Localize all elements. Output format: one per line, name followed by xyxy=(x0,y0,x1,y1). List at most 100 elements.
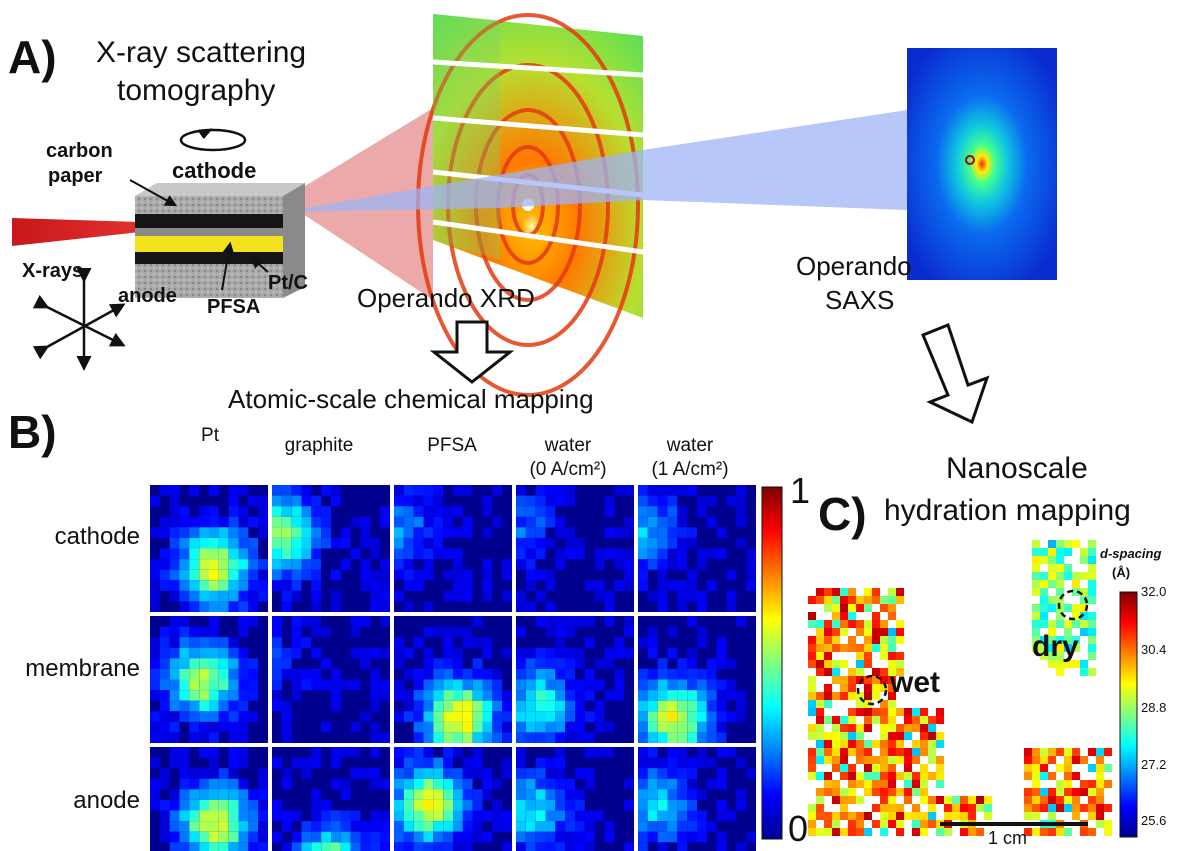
hydration-pixel xyxy=(1064,604,1072,612)
rotation-arrow-icon xyxy=(179,128,247,152)
hydration-pixel xyxy=(1064,780,1072,788)
hydration-pixel xyxy=(960,796,968,804)
hydration-pixel xyxy=(1056,796,1064,804)
hydration-pixel xyxy=(872,772,880,780)
hydration-pixel xyxy=(968,796,976,804)
hydration-pixel xyxy=(960,804,968,812)
hydration-pixel xyxy=(856,820,864,828)
hydration-pixel xyxy=(1048,620,1056,628)
hydration-pixel xyxy=(888,660,896,668)
dry-label: dry xyxy=(1032,630,1079,663)
hydration-pixel xyxy=(936,708,944,716)
hydration-pixel xyxy=(856,740,864,748)
hydration-pixel xyxy=(1048,604,1056,612)
hydration-pixel xyxy=(816,772,824,780)
hydration-pixel xyxy=(1064,564,1072,572)
hydration-pixel xyxy=(1096,756,1104,764)
hydration-pixel xyxy=(864,660,872,668)
panel-b-colorbar xyxy=(761,486,783,840)
hydration-pixel xyxy=(856,796,864,804)
hydration-pixel xyxy=(816,716,824,724)
hydration-pixel xyxy=(1024,772,1032,780)
hydration-pixel xyxy=(1088,636,1096,644)
hydration-pixel xyxy=(1032,636,1040,644)
hydration-pixel xyxy=(832,636,840,644)
hydration-pixel xyxy=(912,788,920,796)
hydration-pixel xyxy=(872,596,880,604)
hydration-pixel xyxy=(896,708,904,716)
hydration-pixel xyxy=(936,828,944,836)
hydration-pixel xyxy=(976,804,984,812)
hydration-pixel xyxy=(848,828,856,836)
hydration-pixel xyxy=(872,636,880,644)
hydration-pixel xyxy=(840,716,848,724)
hydration-pixel xyxy=(1048,580,1056,588)
hydration-pixel xyxy=(920,748,928,756)
hydration-pixel xyxy=(1072,620,1080,628)
hydration-pixel xyxy=(1064,788,1072,796)
hydration-pixel xyxy=(1064,548,1072,556)
fuel-cell-block xyxy=(135,183,305,298)
hydration-pixel xyxy=(864,596,872,604)
hydration-pixel xyxy=(832,604,840,612)
heatmap-tile xyxy=(516,747,634,851)
hydration-pixel xyxy=(1088,564,1096,572)
colorbar-c-tick: 32.0 xyxy=(1141,584,1167,599)
hydration-pixel xyxy=(1040,796,1048,804)
hydration-pixel xyxy=(888,724,896,732)
hydration-pixel xyxy=(808,732,816,740)
hydration-pixel xyxy=(1072,756,1080,764)
hydration-pixel xyxy=(1032,796,1040,804)
hydration-pixel xyxy=(816,748,824,756)
hydration-pixel xyxy=(880,740,888,748)
hydration-pixel xyxy=(1056,652,1064,660)
hydration-pixel xyxy=(1096,764,1104,772)
colorbar-c-tick: 27.2 xyxy=(1141,757,1167,772)
hydration-pixel xyxy=(880,724,888,732)
cathode-label: cathode xyxy=(172,158,257,183)
hydration-pixel xyxy=(1032,644,1040,652)
hydration-pixel xyxy=(1088,668,1096,676)
translation-arrows-icon xyxy=(32,268,126,371)
hydration-pixel xyxy=(1064,620,1072,628)
hydration-pixel xyxy=(1048,812,1056,820)
hydration-pixel xyxy=(888,604,896,612)
hydration-pixel xyxy=(816,644,824,652)
hydration-pixel xyxy=(1032,540,1040,548)
hydration-pixel xyxy=(1032,548,1040,556)
hydration-pixel xyxy=(848,772,856,780)
paper-label: paper xyxy=(48,165,103,187)
xrays-label: X-rays xyxy=(22,260,84,282)
hydration-pixel xyxy=(856,692,864,700)
hydration-pixel xyxy=(848,732,856,740)
hydration-pixel xyxy=(912,724,920,732)
pfsa-label: PFSA xyxy=(207,296,261,318)
hydration-pixel xyxy=(912,708,920,716)
hydration-pixel xyxy=(816,708,824,716)
hydration-pixel xyxy=(824,788,832,796)
hydration-pixel xyxy=(832,732,840,740)
hydration-pixel xyxy=(912,804,920,812)
hydration-pixel xyxy=(856,644,864,652)
hydration-pixel xyxy=(808,828,816,836)
hydration-pixel xyxy=(840,628,848,636)
saxs-detector xyxy=(907,48,1057,280)
hydration-pixel xyxy=(1048,748,1056,756)
row-membrane-label: membrane xyxy=(25,655,140,682)
hydration-pixel xyxy=(1096,820,1104,828)
hydration-pixel xyxy=(1072,612,1080,620)
hydration-pixel xyxy=(1088,788,1096,796)
hydration-pixel xyxy=(872,620,880,628)
hydration-pixel xyxy=(856,748,864,756)
hydration-pixel xyxy=(872,676,880,684)
hydration-pixel xyxy=(1088,572,1096,580)
hydration-pixel xyxy=(920,788,928,796)
hydration-pixel xyxy=(856,652,864,660)
heatmap-tile xyxy=(272,485,390,612)
hydration-pixel xyxy=(1080,788,1088,796)
hydration-pixel xyxy=(896,628,904,636)
hydration-pixel xyxy=(824,756,832,764)
hydration-pixel xyxy=(864,692,872,700)
hydration-pixel xyxy=(864,708,872,716)
hydration-pixel xyxy=(1032,828,1040,836)
